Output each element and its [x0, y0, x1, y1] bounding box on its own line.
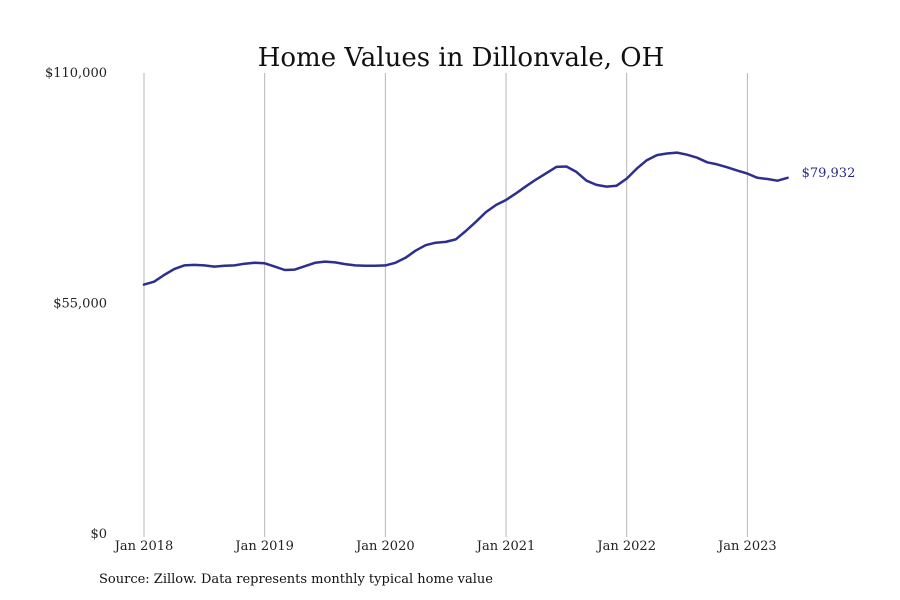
x-tick-label: Jan 2023 — [716, 539, 777, 554]
y-tick-label: $110,000 — [45, 66, 107, 81]
end-value-label: $79,932 — [802, 166, 856, 181]
end-label-layer: $79,932 — [802, 166, 856, 181]
source-note: Source: Zillow. Data represents monthly … — [99, 572, 493, 587]
x-tick-label: Jan 2018 — [113, 539, 174, 554]
x-tick-label: Jan 2020 — [354, 539, 415, 554]
y-tick-label: $0 — [90, 527, 107, 542]
y-tick-label: $55,000 — [53, 297, 107, 312]
series-line-0 — [142, 151, 789, 286]
gridlines — [143, 73, 748, 537]
x-tick-label: Jan 2019 — [233, 539, 294, 554]
x-tick-label: Jan 2022 — [595, 539, 656, 554]
x-axis-ticks: Jan 2018 Jan 2019 Jan 2020 Jan 2021 Jan 2022… — [113, 539, 777, 554]
x-tick-label: Jan 2021 — [475, 539, 536, 554]
series-layer — [142, 151, 789, 286]
y-axis-ticks: $0 $55,000 $110,000 — [45, 66, 107, 542]
chart-title: Home Values in Dillonvale, OH — [257, 43, 665, 74]
